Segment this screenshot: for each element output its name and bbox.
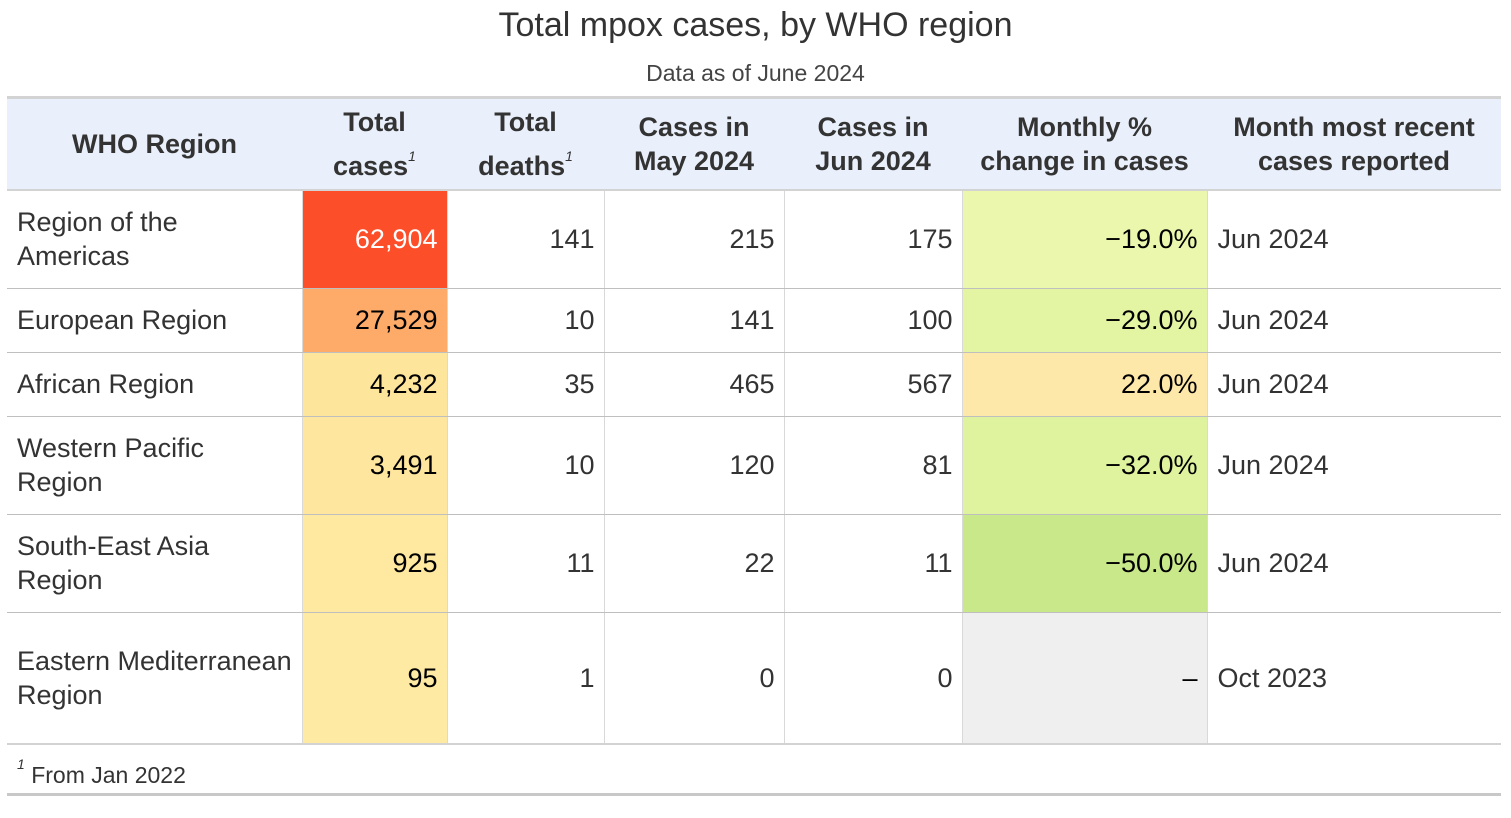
cell-pct-change: 22.0% <box>961 352 1207 417</box>
table-row: African Region 4,232 35 465 567 22.0% Jun 2024 <box>7 352 1501 417</box>
cell-cases-jun: 11 <box>783 514 962 613</box>
header-row: WHO Region Total cases1 Total deaths1 Ca… <box>7 97 1501 190</box>
cell-total-cases: 3,491 <box>301 416 447 515</box>
table-row: Western Pacific Region 3,491 10 120 81 −32.0%… <box>7 416 1501 515</box>
table-row: South-East Asia Region 925 11 22 11 −50.0% Jun… <box>7 514 1501 613</box>
table-row: European Region 27,529 10 141 100 −29.0% Jun 2… <box>7 288 1501 353</box>
mpox-table: WHO Region Total cases1 Total deaths1 Ca… <box>7 96 1501 796</box>
cell-recent-month: Jun 2024 <box>1206 190 1501 289</box>
cell-recent-month: Jun 2024 <box>1206 416 1501 515</box>
cell-cases-may: 0 <box>603 612 784 745</box>
cell-cases-jun: 100 <box>783 288 962 353</box>
header-pct-change: Monthly % change in cases <box>980 112 1189 176</box>
header-total-deaths: Total deaths1 <box>478 107 573 181</box>
footnote-row: 1 From Jan 2022 <box>7 743 1501 796</box>
cell-cases-may: 465 <box>603 352 784 417</box>
cell-recent-month: Jun 2024 <box>1206 352 1501 417</box>
cell-cases-jun: 0 <box>783 612 962 745</box>
table-row: Region of the Americas 62,904 141 215 175 −19… <box>7 190 1501 289</box>
cell-total-cases: 27,529 <box>301 288 447 353</box>
cell-region: European Region <box>7 288 302 353</box>
header-total-cases: Total cases1 <box>333 107 416 181</box>
footnote: 1 From Jan 2022 <box>7 743 1501 796</box>
cell-pct-change: −32.0% <box>961 416 1207 515</box>
cell-cases-may: 22 <box>603 514 784 613</box>
cell-pct-change: −19.0% <box>961 190 1207 289</box>
cell-cases-may: 120 <box>603 416 784 515</box>
table-row: Eastern Mediterranean Region 95 1 0 0– Oct 20… <box>7 612 1501 745</box>
cell-cases-jun: 81 <box>783 416 962 515</box>
cell-region: Eastern Mediterranean Region <box>7 612 302 745</box>
footnote-marker: 1 <box>408 148 416 164</box>
footnote-marker: 1 <box>565 148 573 164</box>
cell-total-cases: 95 <box>301 612 447 745</box>
header-region: WHO Region <box>72 129 237 159</box>
chart-title: Total mpox cases, by WHO region <box>498 6 1013 44</box>
cell-region: Western Pacific Region <box>7 416 302 515</box>
cell-region: South-East Asia Region <box>7 514 302 613</box>
header-cases-may: Cases in May 2024 <box>633 112 755 176</box>
header-recent-month: Month most recent cases reported <box>1233 112 1475 176</box>
cell-pct-change: −50.0% <box>961 514 1207 613</box>
cell-cases-may: 141 <box>603 288 784 353</box>
cell-total-deaths: 11 <box>446 514 604 613</box>
cell-total-cases: 62,904 <box>301 190 447 289</box>
footnote-marker: 1 <box>17 755 25 772</box>
cell-total-deaths: 141 <box>446 190 604 289</box>
cell-cases-may: 215 <box>603 190 784 289</box>
cell-cases-jun: 567 <box>783 352 962 417</box>
header-cases-jun: Cases in Jun 2024 <box>815 112 931 176</box>
data-table-container: WHO Region Total cases1 Total deaths1 Ca… <box>7 96 1501 796</box>
cell-recent-month: Jun 2024 <box>1206 288 1501 353</box>
cell-total-deaths: 1 <box>446 612 604 745</box>
cell-cases-jun: 175 <box>783 190 962 289</box>
cell-total-deaths: 10 <box>446 416 604 515</box>
cell-total-cases: 4,232 <box>301 352 447 417</box>
cell-region: African Region <box>7 352 302 417</box>
table-body: Region of the Americas 62,904 141 215 175 −19… <box>7 190 1501 745</box>
cell-pct-change: −29.0% <box>961 288 1207 353</box>
cell-recent-month: Oct 2023 <box>1206 612 1501 745</box>
cell-total-cases: 925 <box>301 514 447 613</box>
cell-recent-month: Jun 2024 <box>1206 514 1501 613</box>
cell-region: Region of the Americas <box>7 190 302 289</box>
cell-pct-change: – <box>961 612 1207 745</box>
cell-total-deaths: 10 <box>446 288 604 353</box>
chart-subtitle: Data as of June 2024 <box>646 60 865 86</box>
cell-total-deaths: 35 <box>446 352 604 417</box>
